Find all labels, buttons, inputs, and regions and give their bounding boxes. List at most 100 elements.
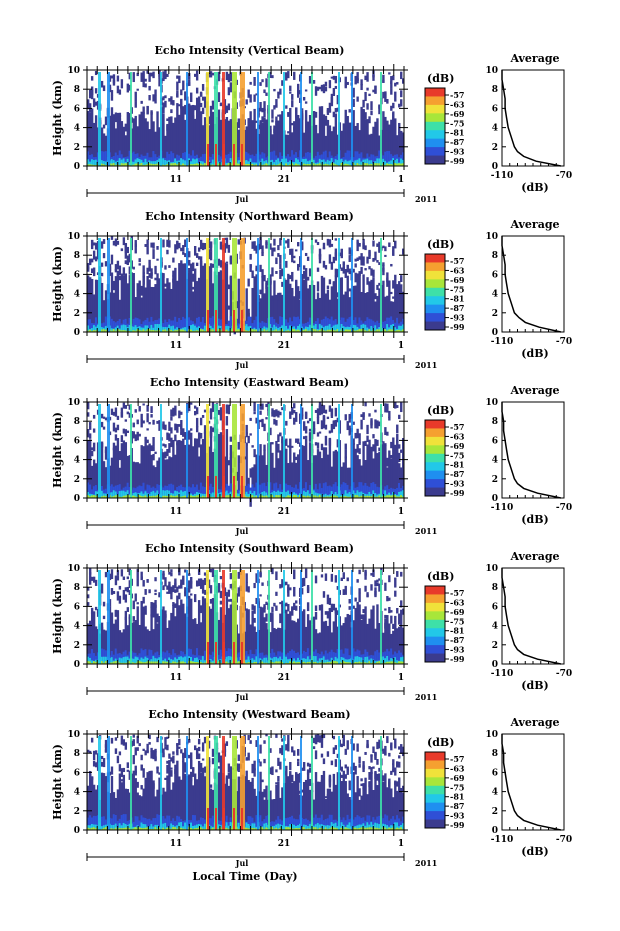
heatmap-cell	[326, 164, 330, 166]
heatmap-cell	[344, 109, 347, 166]
colorbar-swatch	[425, 155, 445, 165]
heatmap-cell	[253, 605, 256, 614]
heatmap-cell	[184, 495, 187, 498]
heatmap-cell	[255, 120, 258, 123]
heatmap-cell	[158, 70, 161, 79]
heatmap-cell	[293, 296, 296, 332]
heatmap-cell	[158, 594, 161, 597]
heatmap-cell	[372, 74, 375, 81]
heatmap-cell	[217, 163, 221, 166]
heatmap-cell	[94, 326, 98, 332]
heatmap-cell	[150, 454, 153, 498]
heatmap-cell	[402, 661, 405, 664]
heatmap-cell	[124, 491, 128, 498]
heatmap-cell	[134, 492, 137, 498]
colorbar-swatch	[425, 436, 445, 446]
heatmap-cell	[142, 650, 145, 664]
heatmap-cell	[360, 495, 363, 498]
heatmap-cell	[398, 281, 401, 332]
heatmap-cell	[180, 440, 183, 498]
heatmap-streak	[300, 72, 302, 166]
heatmap-cell	[94, 115, 98, 166]
heatmap-cell	[356, 428, 359, 439]
heatmap-cell	[265, 495, 268, 498]
heatmap-cell	[176, 815, 179, 830]
heatmap-cell	[354, 608, 357, 664]
heatmap-cell	[118, 630, 122, 664]
heatmap-cell	[178, 570, 181, 576]
heatmap-cell	[199, 260, 203, 266]
heatmap-streak	[206, 238, 209, 332]
heatmap-cell	[400, 657, 403, 664]
heatmap-cell	[170, 151, 173, 166]
heatmap-cell	[170, 288, 173, 332]
heatmap-cell	[285, 483, 288, 498]
heatmap-cell	[227, 244, 231, 253]
heatmap-cell	[297, 329, 300, 332]
heatmap-cell	[203, 493, 207, 498]
heatmap-cell	[180, 579, 183, 589]
heatmap-cell	[273, 467, 276, 498]
heatmap-cell	[364, 460, 367, 469]
heatmap-cell	[102, 322, 106, 332]
heatmap-cell	[124, 330, 128, 332]
heatmap-cell	[87, 587, 90, 591]
heatmap-cell	[293, 162, 296, 166]
heatmap-cell	[398, 613, 401, 619]
colorbar-tick-label: -75	[450, 450, 464, 460]
heatmap-cell	[188, 251, 191, 258]
heatmap-cell	[360, 292, 363, 332]
heatmap-cell	[308, 152, 312, 166]
heatmap-cell	[314, 467, 318, 498]
heatmap-cell	[384, 490, 387, 498]
heatmap-cell	[376, 163, 379, 166]
heatmap-cell	[94, 317, 98, 332]
heatmap-cell	[219, 156, 223, 166]
heatmap-cell	[184, 119, 187, 166]
heatmap-cell	[295, 412, 298, 422]
heatmap-cell	[348, 122, 351, 131]
heatmap-cell	[320, 275, 324, 332]
heatmap-streak	[300, 238, 302, 332]
colorbar-tick-label: -93	[450, 479, 465, 489]
heatmap-cell	[90, 817, 94, 830]
heatmap-cell	[134, 827, 137, 830]
heatmap-cell	[201, 415, 205, 418]
heatmap-cell	[386, 457, 389, 467]
heatmap-cell	[384, 116, 387, 166]
heatmap-cell	[245, 662, 248, 664]
heatmap-cell	[195, 495, 199, 498]
heatmap-cell	[166, 490, 169, 498]
heatmap-cell	[148, 259, 151, 270]
heatmap-cell	[201, 316, 205, 332]
heatmap-cell	[312, 163, 316, 166]
heatmap-cell	[336, 610, 340, 615]
heatmap-cell	[364, 482, 367, 498]
heatmap-cell	[207, 579, 211, 589]
heatmap-cell	[229, 72, 233, 82]
heatmap-cell	[132, 739, 135, 746]
heatmap-cell	[128, 651, 131, 664]
heatmap-cell	[314, 324, 318, 332]
heatmap-cell	[328, 279, 332, 285]
heatmap-cell	[134, 623, 137, 664]
heatmap-cell	[102, 253, 106, 259]
heatmap-cell	[162, 816, 165, 830]
colorbar-tick-label: -93	[450, 147, 465, 157]
heatmap-cell	[334, 419, 338, 427]
heatmap-streak	[214, 404, 218, 498]
heatmap-cell	[227, 326, 231, 332]
heatmap-cell	[400, 600, 403, 608]
heatmap-cell	[366, 277, 369, 285]
heatmap-streak	[207, 476, 209, 498]
colorbar-tick-label: -87	[450, 303, 464, 313]
heatmap-cell	[289, 283, 292, 332]
heatmap-cell	[197, 157, 201, 166]
heatmap-cell	[197, 256, 201, 260]
heatmap-cell	[237, 652, 240, 664]
heatmap-cell	[136, 431, 139, 441]
heatmap-cell	[386, 406, 389, 413]
heatmap-cell	[400, 467, 403, 498]
heatmap-cell	[144, 649, 147, 664]
heatmap-cell	[265, 283, 268, 332]
